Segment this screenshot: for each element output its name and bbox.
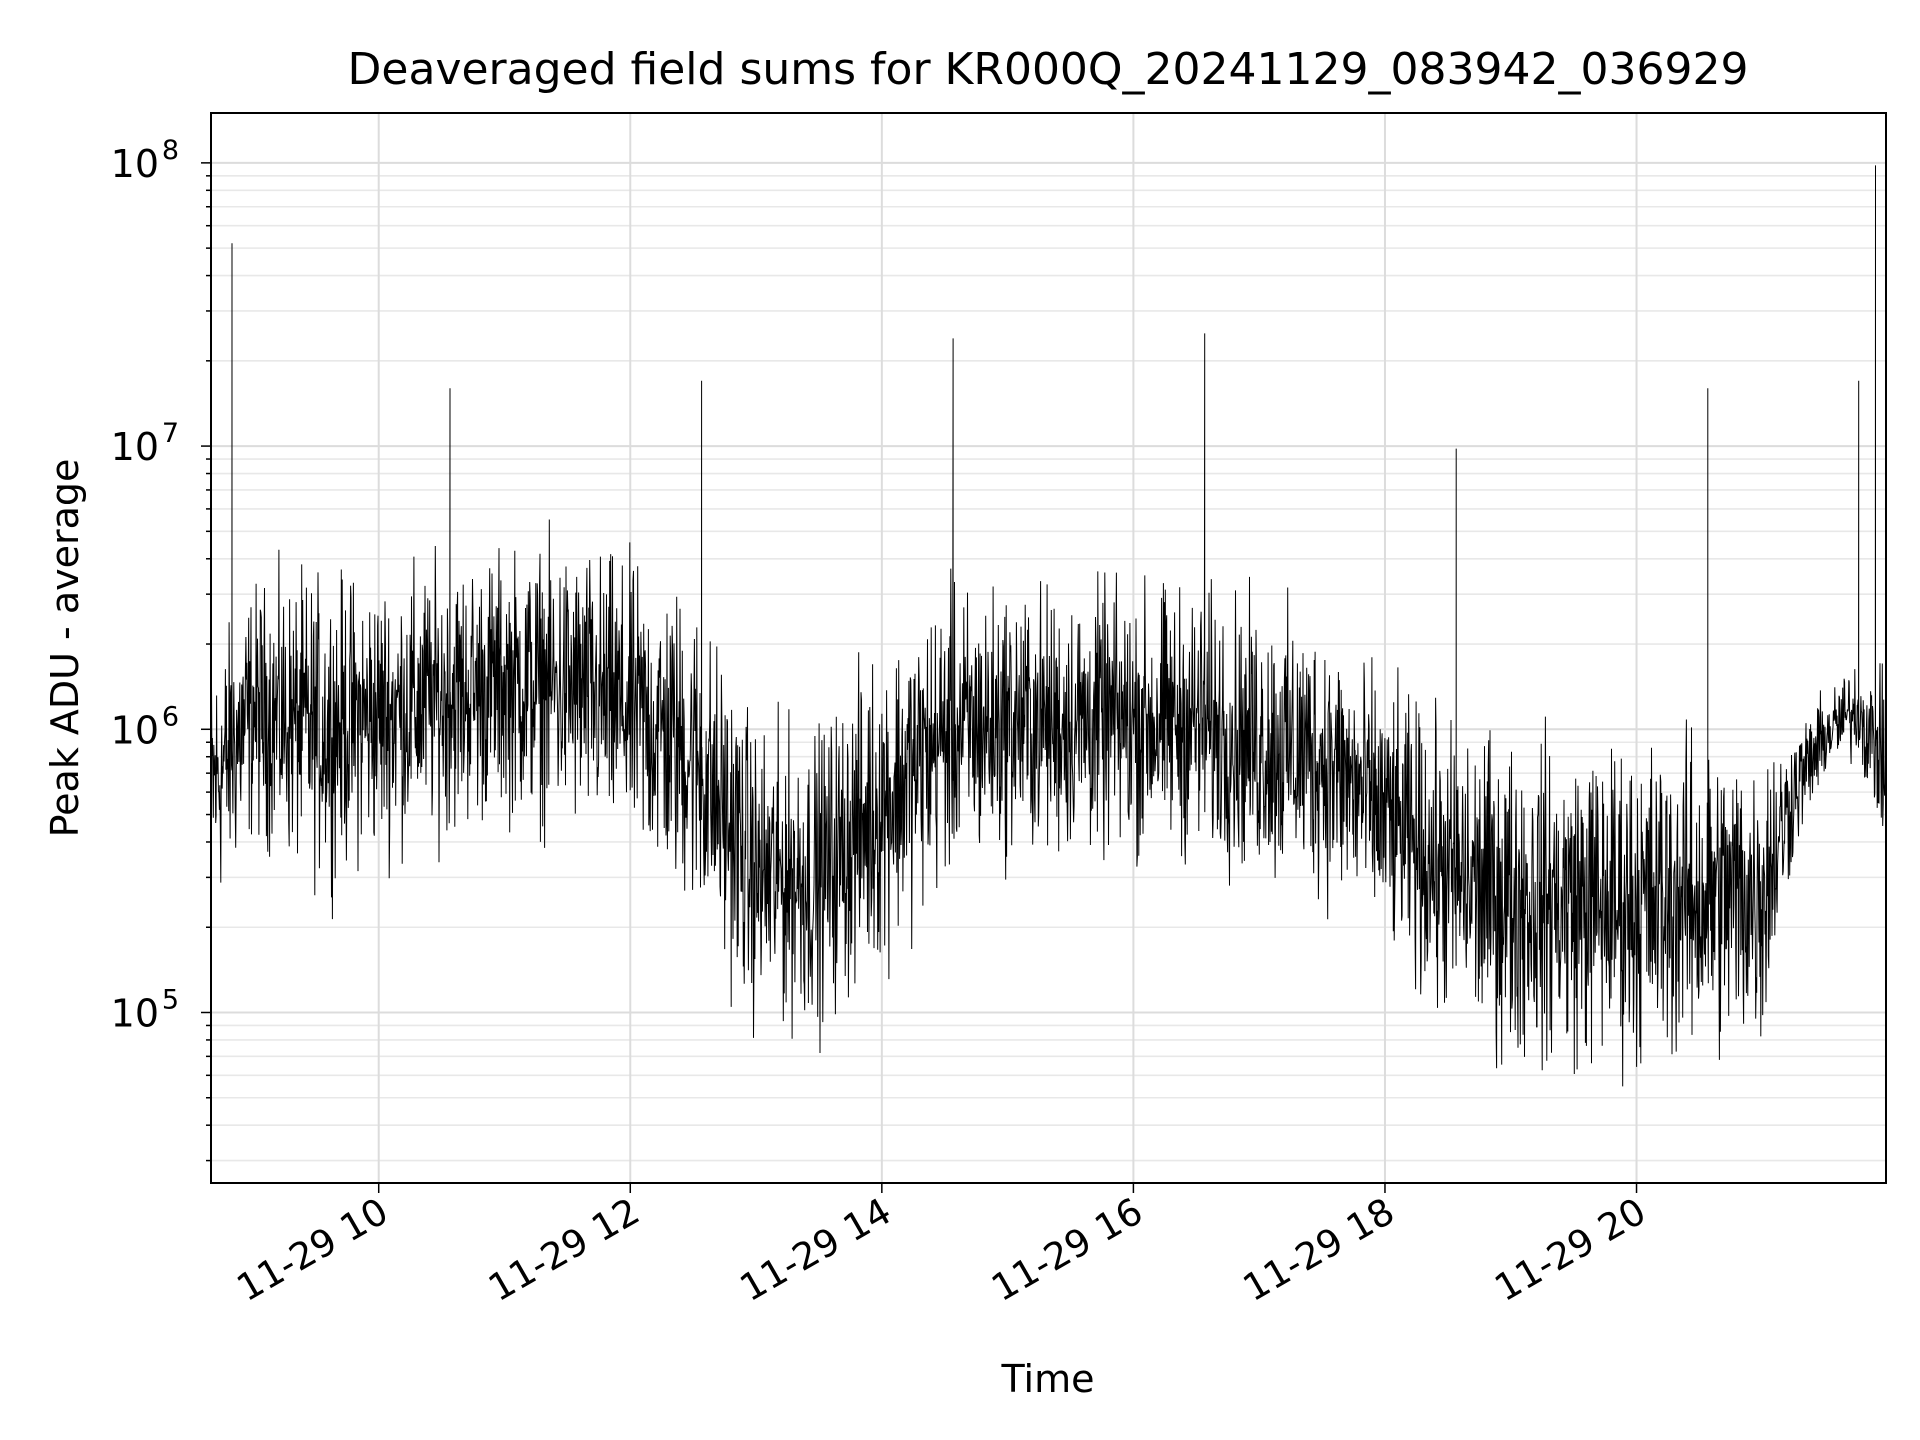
- chart-title: Deaveraged field sums for KR000Q_2024112…: [348, 44, 1749, 95]
- y-tick-exponent: 5: [162, 984, 179, 1015]
- x-axis-label: Time: [1001, 1357, 1095, 1401]
- x-tick-label: 11-29 14: [733, 1190, 899, 1310]
- y-tick-label: 10: [111, 708, 159, 752]
- y-tick-exponent: 6: [162, 701, 179, 732]
- y-axis-label: Peak ADU - average: [43, 459, 87, 838]
- plot-area: [211, 165, 1886, 1087]
- plot-frame: [210, 112, 1887, 1184]
- grid: [211, 113, 1886, 1183]
- y-tick-label: 10: [111, 991, 159, 1035]
- y-tick-exponent: 8: [162, 135, 179, 166]
- x-tick-label: 11-29 18: [1236, 1190, 1402, 1310]
- x-tick-label: 11-29 20: [1487, 1190, 1653, 1310]
- x-axis-ticks: 11-29 10 11-29 12 11-29 14 11-29 16 11-29 18…: [230, 1183, 1653, 1310]
- x-tick-label: 11-29 10: [230, 1190, 396, 1310]
- y-tick-label: 10: [111, 425, 159, 469]
- x-tick-label: 11-29 12: [481, 1190, 647, 1310]
- y-tick-label: 10: [111, 142, 159, 186]
- x-tick-label: 11-29 16: [984, 1190, 1150, 1310]
- y-tick-exponent: 7: [162, 418, 179, 449]
- series-line: [211, 165, 1886, 1087]
